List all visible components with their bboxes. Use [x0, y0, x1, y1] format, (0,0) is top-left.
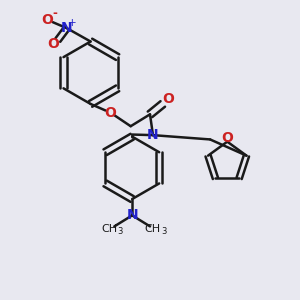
Text: N: N: [147, 128, 159, 142]
Text: N: N: [61, 21, 73, 35]
Text: O: O: [162, 92, 174, 106]
Text: O: O: [221, 131, 233, 145]
Text: O: O: [47, 38, 59, 52]
Text: +: +: [68, 18, 76, 28]
Text: CH: CH: [101, 224, 117, 234]
Text: O: O: [104, 106, 116, 120]
Text: O: O: [41, 13, 53, 27]
Text: 3: 3: [162, 227, 167, 236]
Text: N: N: [126, 208, 138, 222]
Text: CH: CH: [144, 224, 160, 234]
Text: -: -: [52, 7, 57, 20]
Text: 3: 3: [117, 227, 122, 236]
